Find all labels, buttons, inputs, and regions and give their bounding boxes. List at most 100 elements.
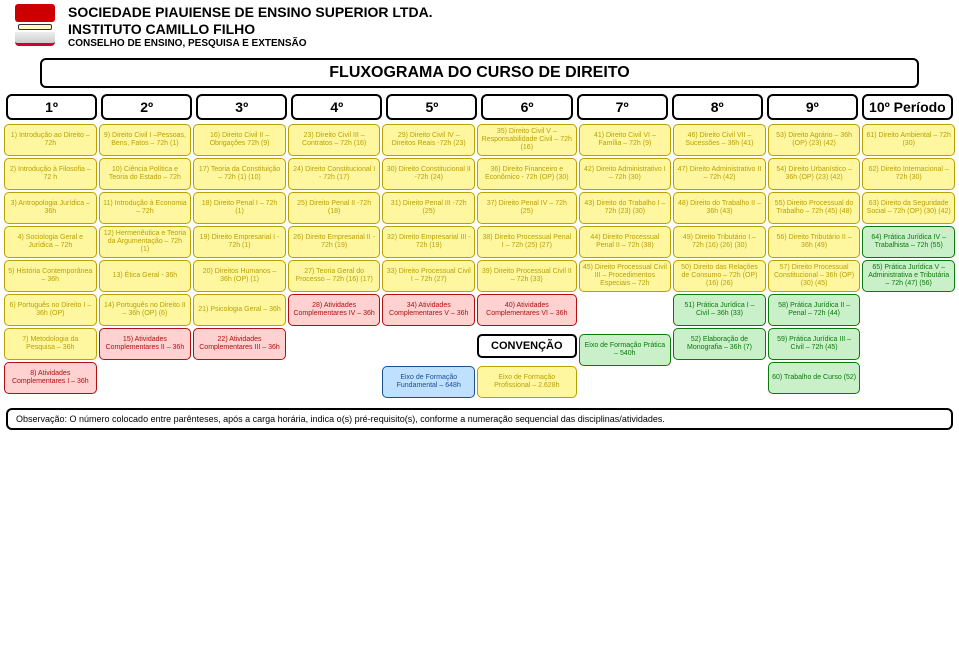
convention-title: CONVENÇÃO [477, 334, 577, 358]
axis-box: Eixo de Formação Fundamental – 648h [382, 366, 475, 398]
course-box: 18) Direito Penal I – 72h (1) [193, 192, 286, 224]
course-box: 24) Direito Constitucional I - 72h (17) [288, 158, 381, 190]
course-box: 39) Direito Processual Civil II – 72h (3… [477, 260, 577, 292]
column-7: 41) Direito Civil VI – Família – 72h (9)… [579, 124, 672, 398]
flowchart-title: FLUXOGRAMA DO CURSO DE DIREITO [40, 58, 919, 88]
period-8: 8º [672, 94, 763, 120]
course-box: 26) Direito Empresarial II - 72h (19) [288, 226, 381, 258]
footnote: Observação: O número colocado entre parê… [6, 408, 953, 430]
period-4: 4º [291, 94, 382, 120]
course-box: 29) Direito Civil IV – Direitos Reais -7… [382, 124, 475, 156]
course-box: 63) Direito da Seguridade Social – 72h (… [862, 192, 955, 224]
convention-title-cell: CONVENÇÃO [477, 328, 577, 364]
header-line3: CONSELHO DE ENSINO, PESQUISA E EXTENSÃO [68, 38, 433, 49]
column-10: 61) Direito Ambiental – 72h (30)62) Dire… [862, 124, 955, 398]
course-box: 9) Direito Civil I –Pessoas, Bens, Fatos… [99, 124, 192, 156]
column-4: 23) Direito Civil III – Contratos – 72h … [288, 124, 381, 398]
curriculum-grid: 1) Introdução ao Direito – 72h2) Introdu… [4, 124, 955, 398]
period-5: 5º [386, 94, 477, 120]
period-1: 1º [6, 94, 97, 120]
column-6: 35) Direito Civil V – Responsabilidade C… [477, 124, 577, 398]
period-2: 2º [101, 94, 192, 120]
course-box: 50) Direito das Relações de Consumo – 72… [673, 260, 766, 292]
course-box: 13) Ética Geral - 36h [99, 260, 192, 292]
course-box: 19) Direito Empresarial I - 72h (1) [193, 226, 286, 258]
course-box: 2) Introdução à Filosofia – 72 h [4, 158, 97, 190]
course-box: 33) Direito Processual Civil I – 72h (27… [382, 260, 475, 292]
period-10: 10º Período [862, 94, 953, 120]
course-box: 49) Direito Tributário I – 72h (16) (26)… [673, 226, 766, 258]
course-box: 1) Introdução ao Direito – 72h [4, 124, 97, 156]
course-box: 12) Hermenêutica e Teoria da Argumentaçã… [99, 226, 192, 258]
course-box: 23) Direito Civil III – Contratos – 72h … [288, 124, 381, 156]
course-box: 40) Atividades Complementares VI – 36h [477, 294, 577, 326]
course-box: 47) Direito Administrativo II – 72h (42) [673, 158, 766, 190]
header: SOCIEDADE PIAUIENSE DE ENSINO SUPERIOR L… [0, 0, 959, 54]
course-box: 20) Direitos Humanos – 36h (OP) (1) [193, 260, 286, 292]
course-box: 62) Direito Internacional – 72h (30) [862, 158, 955, 190]
course-box: 42) Direito Administrativo I – 72h (30) [579, 158, 672, 190]
column-1: 1) Introdução ao Direito – 72h2) Introdu… [4, 124, 97, 398]
course-box: 11) Introdução à Economia – 72h [99, 192, 192, 224]
course-box: 25) Direito Penal II -72h (18) [288, 192, 381, 224]
period-6: 6º [481, 94, 572, 120]
course-box: 45) Direito Processual Civil III – Proce… [579, 260, 672, 292]
course-box: 10) Ciência Política e Teoria do Estado … [99, 158, 192, 190]
course-box: 27) Teoria Geral do Processo – 72h (16) … [288, 260, 381, 292]
course-box: 64) Prática Jurídica IV – Trabalhista – … [862, 226, 955, 258]
course-box: 6) Português no Direito I – 36h (OP) [4, 294, 97, 326]
column-9: 53) Direito Agrário – 36h (OP) (23) (42)… [768, 124, 861, 398]
course-box: 15) Atividades Complementares II – 36h [99, 328, 192, 360]
course-box: 21) Psicologia Geral – 36h [193, 294, 286, 326]
course-box: 65) Prática Jurídica V – Administrativa … [862, 260, 955, 292]
course-box: 8) Atividades Complementares I – 36h [4, 362, 97, 394]
course-box: 16) Direito Civil II – Obrigações 72h (9… [193, 124, 286, 156]
period-7: 7º [577, 94, 668, 120]
institution-logo [10, 4, 60, 52]
course-box: 17) Teoria da Constituição – 72h (1) (10… [193, 158, 286, 190]
course-box: 59) Prática Jurídica III – Civil – 72h (… [768, 328, 861, 360]
course-box: 4) Sociologia Geral e Jurídica – 72h [4, 226, 97, 258]
course-box: 43) Direito do Trabalho I – 72h (23) (30… [579, 192, 672, 224]
course-box: 28) Atividades Complementares IV – 36h [288, 294, 381, 326]
course-box: 36) Direito Financeiro e Econômico - 72h… [477, 158, 577, 190]
course-box: 52) Elaboração de Monografia – 36h (7) [673, 328, 766, 360]
header-line2: INSTITUTO CAMILLO FILHO [68, 21, 433, 37]
header-line1: SOCIEDADE PIAUIENSE DE ENSINO SUPERIOR L… [68, 4, 433, 20]
course-box: 5) História Contemporânea – 36h [4, 260, 97, 292]
course-box: 61) Direito Ambiental – 72h (30) [862, 124, 955, 156]
course-box: 46) Direito Civil VII – Sucessões – 36h … [673, 124, 766, 156]
course-box: 35) Direito Civil V – Responsabilidade C… [477, 124, 577, 156]
course-box: 38) Direito Processual Penal I – 72h (25… [477, 226, 577, 258]
column-8: 46) Direito Civil VII – Sucessões – 36h … [673, 124, 766, 398]
period-header-row: 1º2º3º4º5º6º7º8º9º10º Período [6, 94, 953, 120]
course-box: 58) Prática Jurídica II – Penal – 72h (4… [768, 294, 861, 326]
course-box: 37) Direito Penal IV – 72h (25) [477, 192, 577, 224]
course-box: 55) Direito Processual do Trabalho – 72h… [768, 192, 861, 224]
axis-box: Eixo de Formação Prática – 540h [579, 334, 672, 366]
course-box: 53) Direito Agrário – 36h (OP) (23) (42) [768, 124, 861, 156]
course-box: 32) Direito Empresarial III - 72h (19) [382, 226, 475, 258]
column-2: 9) Direito Civil I –Pessoas, Bens, Fatos… [99, 124, 192, 398]
course-box: 54) Direito Urbanístico – 36h (OP) (23) … [768, 158, 861, 190]
course-box: 60) Trabalho de Curso (52) [768, 362, 861, 394]
period-9: 9º [767, 94, 858, 120]
course-box: 56) Direito Tributário II – 36h (49) [768, 226, 861, 258]
column-3: 16) Direito Civil II – Obrigações 72h (9… [193, 124, 286, 398]
column-5: 29) Direito Civil IV – Direitos Reais -7… [382, 124, 475, 398]
course-box: 31) Direito Penal III -72h (25) [382, 192, 475, 224]
axis-box: Eixo de Formação Profissional – 2.628h [477, 366, 577, 398]
course-box: 14) Português no Direito II – 36h (OP) (… [99, 294, 192, 326]
course-box: 30) Direito Constitucional II -72h (24) [382, 158, 475, 190]
period-3: 3º [196, 94, 287, 120]
course-box: 22) Atividades Complementares III – 36h [193, 328, 286, 360]
course-box: 48) Direito do Trabalho II – 36h (43) [673, 192, 766, 224]
course-box: 3) Antropologia Jurídica – 36h [4, 192, 97, 224]
course-box: 7) Metodologia da Pesquisa – 36h [4, 328, 97, 360]
course-box: 41) Direito Civil VI – Família – 72h (9) [579, 124, 672, 156]
course-box: 34) Atividades Complementares V – 36h [382, 294, 475, 326]
course-box: 51) Prática Jurídica I – Civil – 36h (33… [673, 294, 766, 326]
course-box: 44) Direito Processual Penal II – 72h (3… [579, 226, 672, 258]
course-box: 57) Direito Processual Constitucional – … [768, 260, 861, 292]
header-text: SOCIEDADE PIAUIENSE DE ENSINO SUPERIOR L… [68, 4, 433, 49]
